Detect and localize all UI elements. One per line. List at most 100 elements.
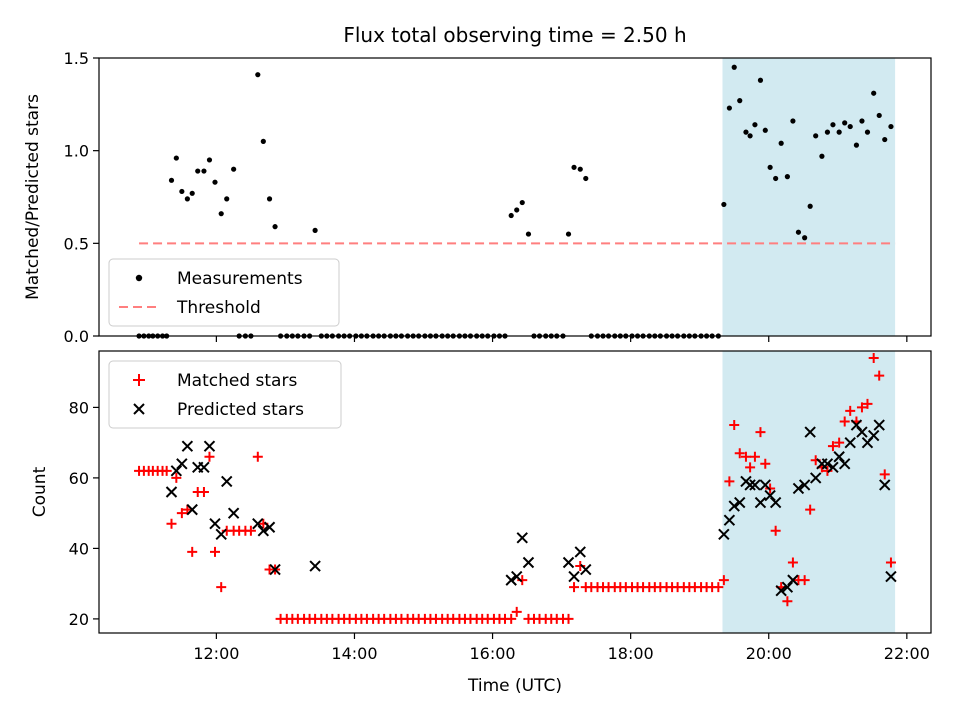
- predicted-star-point: [511, 570, 523, 583]
- measurement-point: [212, 179, 218, 185]
- matched-star-point: [749, 451, 760, 462]
- top-highlight-span: [722, 58, 896, 336]
- measurement-point: [813, 133, 819, 139]
- measurement-point: [565, 231, 572, 237]
- predicted-star-point: [821, 458, 834, 470]
- predicted-star-point: [257, 525, 270, 537]
- top-y-axis-label: Matched/Predicted stars: [23, 94, 43, 300]
- measurement-point: [514, 207, 520, 213]
- predicted-star-point: [718, 528, 730, 541]
- measurement-point: [184, 196, 190, 202]
- predicted-star-point: [754, 496, 767, 509]
- top-y-ticks: 0.0 0.5 1.0 1.5: [64, 49, 99, 346]
- predicted-star-point: [215, 528, 227, 541]
- measurement-point: [218, 211, 224, 217]
- measurement-point: [737, 98, 743, 104]
- bottom-y-ticks: 20 40 60 80: [69, 398, 99, 629]
- measurement-point: [790, 118, 796, 124]
- matched-star-point: [511, 606, 522, 617]
- predicted-star-point: [769, 496, 782, 509]
- measurement-point: [871, 90, 877, 96]
- matched-star-point: [252, 451, 263, 462]
- matched-star-point: [845, 405, 856, 416]
- matched-star-point: [729, 420, 740, 431]
- matched-star-point: [718, 575, 729, 586]
- predicted-star-point: [522, 556, 535, 569]
- predicted-star-point: [309, 560, 321, 572]
- predicted-star-point: [798, 479, 811, 491]
- legend-matched-label: Matched stars: [177, 371, 297, 391]
- predicted-star-point: [263, 521, 276, 533]
- measurement-point: [773, 175, 779, 182]
- measurement-point: [747, 133, 753, 139]
- measurement-point: [807, 203, 813, 209]
- matched-star-point: [770, 525, 781, 536]
- matched-star-point: [506, 613, 517, 624]
- measurement-point: [882, 136, 888, 143]
- x-tick-label: 20:00: [746, 644, 792, 663]
- predicted-star-point: [580, 563, 592, 576]
- measurement-point: [206, 157, 213, 163]
- measurement-point: [762, 127, 768, 133]
- measurement-point: [519, 199, 525, 206]
- predicted-star-point: [221, 475, 233, 488]
- predicted-star-point: [827, 461, 839, 474]
- measurement-point: [853, 142, 860, 148]
- predicted-star-point: [227, 507, 240, 519]
- measurement-point: [272, 224, 278, 230]
- matched-star-point: [176, 508, 187, 519]
- predicted-star-point: [181, 440, 194, 452]
- predicted-star-point: [198, 461, 210, 474]
- measurement-point: [189, 190, 195, 196]
- measurement-point: [836, 129, 842, 135]
- predicted-star-point: [165, 486, 178, 498]
- predicted-star-point: [176, 458, 188, 470]
- predicted-star-point: [787, 574, 799, 586]
- matched-star-point: [874, 370, 885, 381]
- measurement-point: [784, 174, 790, 180]
- y-tick-label: 0.0: [64, 327, 89, 346]
- predicted-star-point: [885, 570, 897, 583]
- measurement-point: [864, 129, 871, 135]
- measurement-point: [752, 122, 758, 128]
- predicted-star-point: [764, 489, 776, 502]
- predicted-star-point: [186, 503, 198, 516]
- matched-star-point: [166, 518, 177, 529]
- measurement-point: [721, 201, 727, 208]
- measurement-point: [266, 196, 273, 202]
- matched-star-point: [879, 469, 890, 480]
- matched-star-point: [862, 398, 873, 409]
- predicted-star-point: [879, 479, 891, 491]
- measurement-point: [179, 188, 185, 195]
- measurement-point: [255, 72, 261, 78]
- legend-measurement-marker: [135, 274, 143, 282]
- matched-star-point: [724, 476, 735, 487]
- measurement-point: [842, 120, 848, 126]
- predicted-star-point: [728, 500, 740, 512]
- predicted-star-point: [568, 570, 580, 583]
- measurement-point: [508, 212, 514, 219]
- matched-star-point: [805, 504, 816, 515]
- measurement-point: [743, 129, 749, 135]
- matched-star-point: [834, 437, 845, 448]
- measurement-point: [525, 231, 532, 237]
- matched-star-point: [198, 487, 209, 497]
- predicted-star-point: [844, 436, 856, 449]
- matched-star-point: [161, 465, 172, 476]
- matched-star-point: [782, 596, 793, 607]
- predicted-star-point: [744, 479, 756, 491]
- bottom-legend-box: [108, 360, 342, 429]
- top-axes-frame: [98, 57, 932, 337]
- matched-star-point: [713, 582, 724, 593]
- y-tick-label: 1.0: [64, 142, 89, 161]
- bottom-highlight-span: [722, 351, 896, 633]
- matched-star-point: [787, 557, 798, 568]
- predicted-star-point: [505, 574, 517, 586]
- matched-star-point: [745, 462, 756, 473]
- predicted-star-point: [734, 496, 746, 509]
- y-tick-label: 0.5: [64, 234, 89, 253]
- matched-star-point: [760, 458, 771, 469]
- y-tick-label: 60: [69, 469, 89, 488]
- measurement-point: [224, 196, 230, 202]
